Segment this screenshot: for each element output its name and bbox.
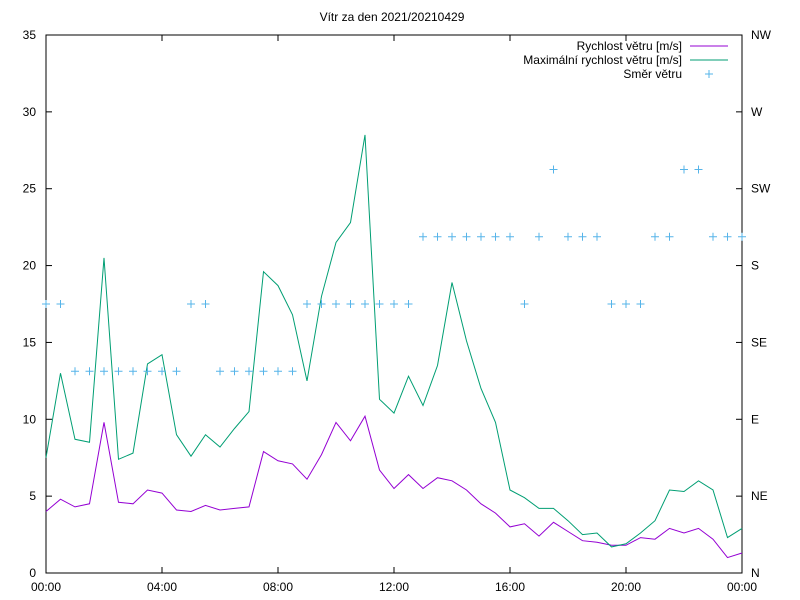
direction-point — [448, 232, 456, 241]
direction-point — [303, 300, 311, 308]
x-tick-label: 08:00 — [263, 580, 293, 594]
direction-point — [216, 367, 224, 376]
direction-point — [433, 232, 442, 241]
legend: Rychlost větru [m/s]Maximální rychlost v… — [523, 39, 728, 81]
y-tick-label: 15 — [23, 335, 37, 349]
direction-point — [201, 300, 210, 308]
y-tick-label: 20 — [23, 259, 37, 273]
direction-point — [709, 232, 717, 241]
direction-point — [85, 367, 94, 376]
direction-point — [564, 232, 572, 241]
direction-point — [129, 367, 137, 376]
direction-point — [593, 232, 601, 241]
series-max-speed-line — [45, 134, 743, 548]
series-direction-points — [42, 165, 746, 376]
direction-point — [506, 232, 514, 241]
direction-point — [71, 367, 79, 376]
x-tick-label: 20:00 — [611, 580, 641, 594]
direction-point — [259, 367, 268, 376]
y-tick-label: 0 — [29, 566, 36, 580]
direction-point — [738, 232, 746, 241]
direction-point — [491, 232, 500, 241]
legend-swatch-plus — [705, 70, 713, 78]
y2-tick-label: E — [751, 412, 759, 426]
direction-point — [462, 232, 471, 241]
series-layer — [42, 134, 746, 559]
y-tick-label: 30 — [23, 105, 37, 119]
y2-tick-label: SE — [751, 335, 767, 349]
y-tick-label: 5 — [29, 489, 36, 503]
legend-label: Maximální rychlost větru [m/s] — [523, 53, 682, 67]
y2-tick-label: S — [751, 259, 759, 273]
direction-point — [42, 300, 50, 308]
direction-point — [607, 300, 616, 308]
direction-point — [245, 367, 253, 376]
direction-point — [158, 367, 166, 376]
direction-point — [187, 300, 195, 308]
direction-point — [404, 300, 413, 308]
direction-point — [665, 232, 674, 241]
x-tick-label: 00:00 — [31, 580, 61, 594]
y2-tick-label: NE — [751, 489, 768, 503]
direction-point — [578, 232, 587, 241]
direction-point — [230, 367, 239, 376]
direction-point — [694, 165, 703, 174]
direction-point — [100, 367, 108, 376]
direction-point — [651, 232, 659, 241]
direction-point — [317, 300, 326, 308]
direction-point — [361, 300, 369, 308]
x-tick-label: 04:00 — [147, 580, 177, 594]
direction-point — [535, 232, 543, 241]
y2-tick-label: SW — [751, 182, 771, 196]
direction-point — [680, 165, 688, 174]
direction-point — [56, 300, 65, 308]
y2-tick-label: W — [751, 105, 763, 119]
y-tick-label: 35 — [23, 28, 37, 42]
direction-point — [520, 300, 529, 308]
direction-point — [114, 367, 123, 376]
axes: 0 5 10 15 20 25 30 35 N NE E SE S SW W NW 00:00 04:00 08:0… — [23, 28, 772, 594]
x-tick-label: 16:00 — [495, 580, 525, 594]
direction-point — [622, 300, 630, 308]
direction-point — [419, 232, 427, 241]
series-speed-line — [45, 414, 743, 559]
direction-point — [288, 367, 297, 376]
direction-point — [274, 367, 282, 376]
direction-point — [723, 232, 732, 241]
direction-point — [143, 367, 152, 376]
legend-label: Rychlost větru [m/s] — [577, 39, 682, 53]
direction-point — [375, 300, 384, 308]
y2-tick-label: NW — [751, 28, 772, 42]
y-tick-label: 25 — [23, 182, 37, 196]
direction-point — [636, 300, 645, 308]
y-tick-label: 10 — [23, 412, 37, 426]
direction-point — [549, 165, 558, 174]
legend-label: Směr větru — [623, 67, 682, 81]
direction-point — [172, 367, 181, 376]
x-tick-label: 12:00 — [379, 580, 409, 594]
chart-title: Vítr za den 2021/20210429 — [320, 10, 465, 24]
x-tick-label: 00:00 — [727, 580, 757, 594]
direction-point — [477, 232, 485, 241]
direction-point — [390, 300, 398, 308]
direction-point — [346, 300, 355, 308]
y2-tick-label: N — [751, 566, 760, 580]
direction-point — [332, 300, 340, 308]
